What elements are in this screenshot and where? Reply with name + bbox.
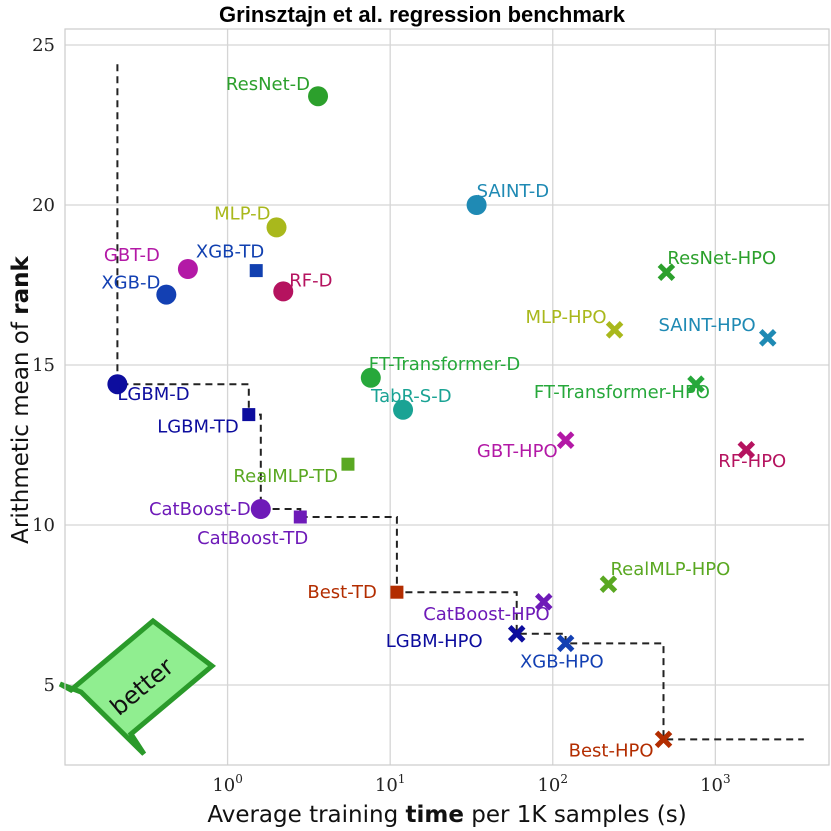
label-catboost-td: CatBoost-TD (197, 528, 308, 549)
label-lgbm-hpo: LGBM-HPO (386, 631, 483, 652)
point-lgbm-hpo (507, 625, 526, 643)
y-tick-label: 10 (32, 515, 55, 536)
label-ft-transformer-hpo: FT-Transformer-HPO (534, 382, 710, 403)
point-resnet-d (308, 86, 329, 107)
pareto-front-line (116, 64, 804, 741)
label-xgb-td: XGB-TD (196, 242, 264, 263)
point-xgb-d (156, 284, 177, 305)
label-mlp-d: MLP-D (214, 203, 270, 224)
y-tick-label: 20 (32, 195, 55, 216)
label-lgbm-d: LGBM-D (117, 384, 189, 405)
point-lgbm-td (242, 408, 256, 422)
x-tick-label: 101 (375, 772, 406, 796)
point-ft-transformer-d (360, 367, 381, 388)
point-rf-hpo (737, 441, 756, 459)
y-tick-label: 15 (32, 355, 55, 376)
label-lgbm-td: LGBM-TD (157, 417, 239, 438)
x-ticks: 100 101 102 103 (212, 772, 730, 796)
label-ft-transformer-d: FT-Transformer-D (369, 354, 520, 375)
label-catboost-d: CatBoost-D (149, 499, 251, 520)
label-realmlp-td: RealMLP-TD (233, 466, 338, 487)
label-gbt-hpo: GBT-HPO (477, 441, 558, 462)
label-realmlp-hpo: RealMLP-HPO (610, 559, 730, 580)
chart-title: Grinsztajn et al. regression benchmark (219, 2, 626, 27)
point-labels: ResNet-D SAINT-D MLP-D GBT-D XGB-TD XGB-D RF-D… (101, 74, 786, 761)
label-resnet-d: ResNet-D (226, 74, 310, 95)
point-gbt-d (177, 259, 198, 279)
point-ft-transformer-hpo (687, 375, 705, 393)
label-mlp-hpo: MLP-HPO (526, 307, 607, 328)
point-xgb-td (249, 264, 263, 278)
point-saint-d (466, 195, 487, 215)
label-xgb-d: XGB-D (101, 273, 160, 294)
label-catboost-hpo: CatBoost-HPO (423, 604, 550, 625)
label-rf-hpo: RF-HPO (718, 451, 786, 472)
point-realmlp-td (341, 457, 355, 471)
y-axis-label: Arithmetic mean of rank (8, 255, 34, 543)
point-lgbm-d (107, 374, 128, 395)
label-resnet-hpo: ResNet-HPO (667, 248, 776, 269)
label-saint-hpo: SAINT-HPO (658, 315, 755, 336)
point-best-td (390, 585, 404, 599)
label-best-hpo: Best-HPO (569, 740, 654, 761)
point-saint-hpo (758, 329, 777, 347)
point-catboost-hpo (534, 593, 553, 611)
label-gbt-d: GBT-D (104, 245, 160, 266)
point-best-hpo (654, 730, 673, 749)
label-xgb-hpo: XGB-HPO (520, 651, 604, 672)
x-tick-label: 100 (212, 772, 243, 796)
grid (65, 29, 829, 765)
point-realmlp-hpo (599, 575, 618, 593)
label-best-td: Best-TD (307, 582, 377, 603)
data-points (107, 86, 777, 749)
x-axis-label: Average training time per 1K samples (s) (207, 802, 686, 828)
y-tick-label: 25 (32, 35, 55, 56)
label-saint-d: SAINT-D (477, 181, 550, 202)
y-tick-label: 5 (44, 675, 55, 696)
label-tabr-s-d: TabR-S-D (370, 386, 452, 407)
point-mlp-hpo (605, 321, 624, 339)
point-tabr-s-d (393, 399, 414, 420)
pareto-front (116, 64, 804, 741)
label-rf-d: RF-D (289, 270, 332, 291)
x-tick-label: 102 (537, 772, 568, 796)
y-ticks: 5 10 15 20 25 (32, 35, 55, 696)
point-resnet-hpo (657, 263, 676, 281)
point-rf-d (273, 281, 294, 302)
better-arrow-shape (58, 617, 216, 756)
point-xgb-hpo (556, 634, 575, 653)
x-tick-label: 103 (700, 772, 731, 796)
point-gbt-hpo (556, 431, 575, 449)
point-catboost-d (250, 499, 271, 519)
plot-frame (64, 28, 830, 766)
point-mlp-d (266, 217, 287, 238)
point-catboost-td (293, 510, 307, 524)
